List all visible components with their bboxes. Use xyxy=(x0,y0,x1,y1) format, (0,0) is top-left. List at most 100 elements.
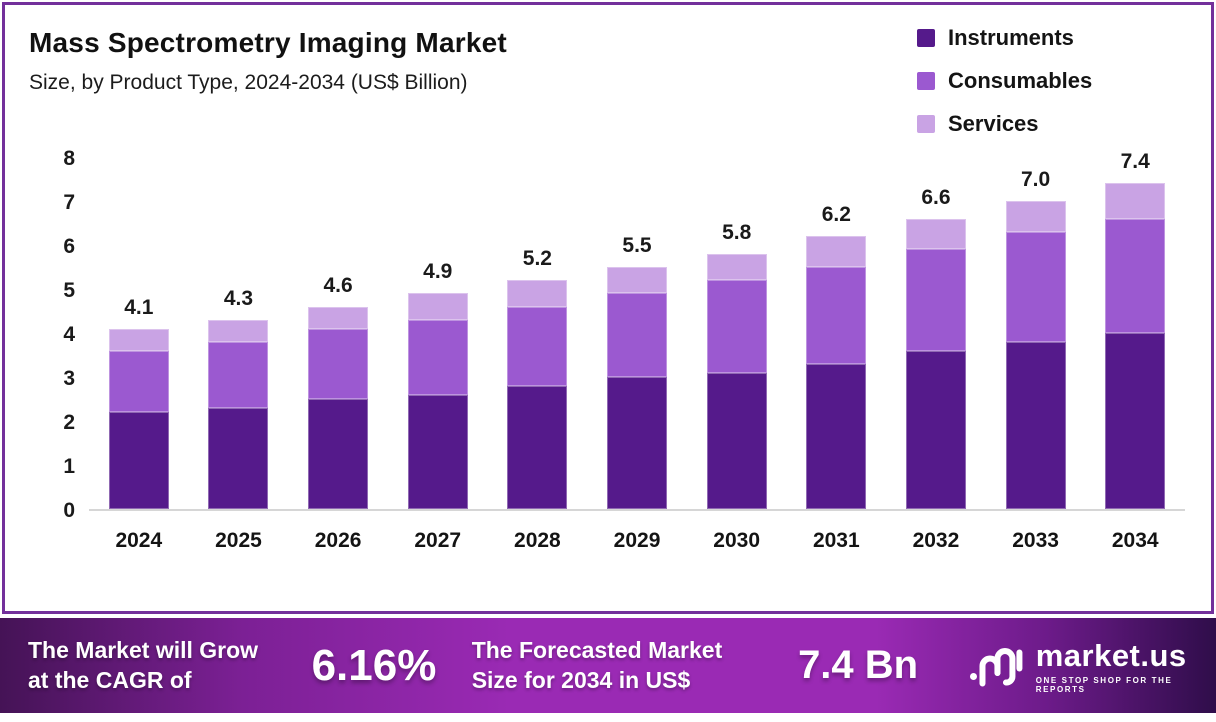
bar-segment-consumables xyxy=(806,267,867,364)
bar-segment-consumables xyxy=(507,306,568,386)
y-tick-label: 8 xyxy=(63,147,75,170)
x-tick-label-2024: 2024 xyxy=(115,529,163,552)
x-tick-label-2029: 2029 xyxy=(613,529,661,552)
bar-total-label: 6.6 xyxy=(921,185,951,209)
chart-card: Mass Spectrometry Imaging Market Size, b… xyxy=(2,2,1214,614)
bar-segment-services xyxy=(905,218,966,250)
bar-column-2030: 5.8 xyxy=(687,221,787,509)
y-tick-label: 2 xyxy=(63,411,75,434)
x-tick-label-2025: 2025 xyxy=(215,529,262,552)
bar-stack xyxy=(208,319,269,509)
x-tick-label-2028: 2028 xyxy=(514,529,561,552)
y-axis: 0 1 2 3 4 5 6 7 8 xyxy=(17,147,89,522)
bar-column-2028: 5.2 xyxy=(488,247,588,509)
y-tick-label: 6 xyxy=(63,235,75,258)
x-tick-label-2026: 2026 xyxy=(314,529,362,552)
logo-text: market.us ONE STOP SHOP FOR THE REPORTS xyxy=(1036,638,1216,694)
bar-total-label: 4.1 xyxy=(124,295,154,319)
bar-segment-services xyxy=(806,236,867,268)
bar-segment-consumables xyxy=(407,319,468,395)
bar-column-2034: 7.4 xyxy=(1085,150,1185,509)
x-tick-label-2027: 2027 xyxy=(414,529,462,552)
bar-total-label: 7.0 xyxy=(1020,168,1051,192)
logo-tagline: ONE STOP SHOP FOR THE REPORTS xyxy=(1035,675,1173,694)
bar-segment-instruments xyxy=(607,377,668,509)
bar-stack xyxy=(407,293,468,509)
bar-segment-consumables xyxy=(308,328,369,399)
bar-segment-instruments xyxy=(407,394,468,509)
legend-item-consumables: Consumables xyxy=(917,68,1092,94)
bar-stack xyxy=(607,267,668,509)
legend-swatch-icon xyxy=(917,115,935,133)
y-tick-label: 3 xyxy=(63,367,75,390)
bar-column-2033: 7.0 xyxy=(986,168,1086,509)
forecast-text: The Forecasted Market Size for 2034 in U… xyxy=(472,636,778,696)
bar-segment-services xyxy=(1005,201,1066,232)
stacked-bar-chart: 0 1 2 3 4 5 6 7 8 4.1 4.3 4.6 4.9 5.2 5.5 5.8 6.2 6.6 7.0… xyxy=(5,147,1211,522)
bar-segment-services xyxy=(1105,183,1166,219)
marketus-logo-icon xyxy=(969,647,1023,686)
legend-label: Consumables xyxy=(948,68,1093,93)
bar-segment-instruments xyxy=(1005,341,1066,509)
marketus-logo: market.us ONE STOP SHOP FOR THE REPORTS xyxy=(969,638,1216,694)
x-tick-label-2033: 2033 xyxy=(1012,529,1059,552)
x-axis: 2024 2025 2026 2027 2028 2029 2030 2031 2032 2033… xyxy=(5,529,1211,553)
bar-stack xyxy=(308,306,369,509)
plot-area: 4.1 4.3 4.6 4.9 5.2 5.5 5.8 6.2 6.6 7.0 7.4 xyxy=(89,150,1185,511)
bar-total-label: 7.4 xyxy=(1120,150,1150,174)
bar-segment-services xyxy=(208,319,269,342)
bar-column-2026: 4.6 xyxy=(288,274,388,509)
forecast-line1: The Forecasted Market xyxy=(471,636,723,663)
bar-segment-instruments xyxy=(806,363,867,509)
bar-stack xyxy=(806,236,867,509)
bottom-banner: The Market will Grow at the CAGR of 6.16… xyxy=(0,618,1216,713)
bar-column-2027: 4.9 xyxy=(388,260,488,509)
bar-total-label: 4.6 xyxy=(323,273,353,297)
bar-segment-consumables xyxy=(905,249,966,351)
bar-column-2032: 6.6 xyxy=(886,186,986,509)
cagr-value: 6.16% xyxy=(311,640,437,690)
bar-segment-services xyxy=(407,293,468,320)
bar-segment-instruments xyxy=(507,385,568,509)
page-title: Mass Spectrometry Imaging Market xyxy=(29,27,507,58)
page-subtitle: Size, by Product Type, 2024-2034 (US$ Bi… xyxy=(29,71,468,94)
bar-stack xyxy=(108,328,169,509)
bar-segment-instruments xyxy=(1105,333,1166,509)
bar-stack xyxy=(1005,201,1066,509)
bar-segment-services xyxy=(607,267,668,294)
cagr-line1: The Market will Grow xyxy=(28,636,259,663)
legend-label: Services xyxy=(948,111,1039,136)
bar-total-label: 6.2 xyxy=(821,203,851,227)
legend: Instruments Consumables Services xyxy=(917,25,1092,137)
bar-total-label: 5.2 xyxy=(522,247,552,271)
legend-label: Instruments xyxy=(948,25,1074,50)
cagr-text: The Market will Grow at the CAGR of xyxy=(28,636,286,696)
bar-stack xyxy=(507,280,568,509)
chart-header: Mass Spectrometry Imaging Market Size, b… xyxy=(5,5,1211,95)
bar-column-2031: 6.2 xyxy=(786,203,886,509)
bar-segment-instruments xyxy=(706,372,767,509)
bar-segment-consumables xyxy=(706,280,767,373)
bar-column-2029: 5.5 xyxy=(587,234,687,509)
x-tick-label-2031: 2031 xyxy=(812,529,860,552)
bar-total-label: 5.5 xyxy=(622,234,652,258)
y-tick-label: 7 xyxy=(63,191,75,214)
legend-swatch-icon xyxy=(917,29,935,47)
y-tick-label: 1 xyxy=(63,455,75,478)
bar-total-label: 4.3 xyxy=(223,286,254,310)
bar-column-2024: 4.1 xyxy=(89,296,189,509)
bar-segment-instruments xyxy=(108,412,169,509)
legend-item-services: Services xyxy=(917,111,1092,137)
x-tick-label-2034: 2034 xyxy=(1111,529,1159,552)
bar-segment-consumables xyxy=(108,350,169,413)
forecast-line2: Size for 2034 in US$ xyxy=(471,666,691,693)
bar-segment-consumables xyxy=(208,341,269,408)
x-tick-label-2030: 2030 xyxy=(713,529,761,552)
bar-segment-services xyxy=(308,306,369,329)
bar-segment-consumables xyxy=(1005,231,1066,342)
bar-total-label: 5.8 xyxy=(722,220,752,244)
logo-name: market.us xyxy=(1035,637,1187,673)
bar-segment-services xyxy=(507,280,568,307)
bar-segment-consumables xyxy=(607,293,668,377)
bar-segment-services xyxy=(706,253,767,281)
